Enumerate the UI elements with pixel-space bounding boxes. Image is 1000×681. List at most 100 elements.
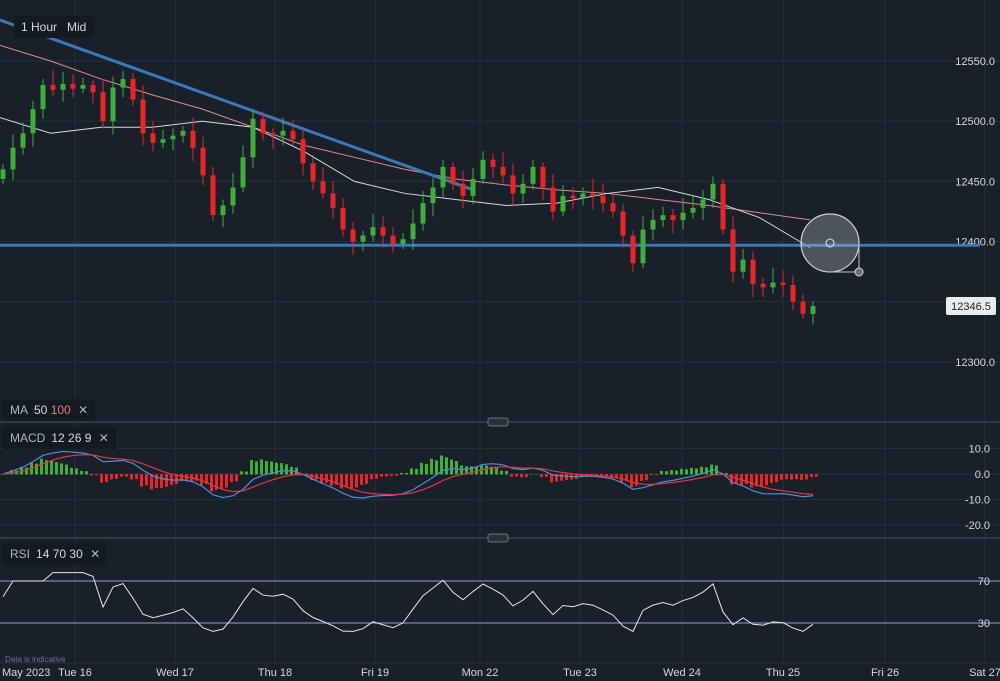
macd-histogram-bar: [285, 464, 288, 475]
candle: [100, 92, 106, 122]
macd-histogram-bar: [755, 474, 758, 487]
macd-histogram-bar: [505, 470, 508, 475]
macd-histogram-bar: [420, 462, 423, 475]
macd-histogram-bar: [160, 474, 163, 489]
time-tick-label: Tue 16: [58, 667, 92, 679]
macd-histogram-bar: [35, 463, 38, 475]
macd-histogram-bar: [635, 474, 638, 486]
macd-histogram-bar: [620, 474, 623, 483]
macd-histogram-bar: [660, 470, 663, 475]
candle: [580, 193, 586, 199]
macd-histogram-bar: [270, 461, 273, 475]
interval-selector[interactable]: 1 Hour: [14, 16, 65, 38]
time-tick-label: Fri 19: [361, 667, 389, 679]
macd-tick-label: 10.0: [969, 444, 990, 456]
macd-histogram-bar: [365, 474, 368, 484]
time-tick-label: May 2023: [2, 667, 50, 679]
time-tick-label: Thu 18: [258, 667, 292, 679]
candle: [210, 175, 216, 216]
close-icon[interactable]: ✕: [98, 431, 109, 445]
macd-histogram-bar: [405, 472, 408, 475]
macd-histogram-bar: [715, 465, 718, 475]
macd-histogram-bar: [745, 474, 748, 485]
macd-histogram-bar: [210, 474, 213, 492]
macd-histogram-bar: [195, 474, 198, 481]
macd-histogram-bar: [650, 474, 653, 476]
macd-histogram-bar: [250, 459, 253, 475]
candle: [620, 211, 626, 236]
macd-histogram-bar: [390, 474, 393, 476]
price-type-selector[interactable]: Mid: [60, 16, 94, 38]
macd-histogram-bar: [550, 474, 553, 483]
macd-histogram-bar: [5, 474, 8, 475]
candle: [520, 183, 526, 194]
price-tick-label: 12300.0: [955, 357, 995, 369]
candle: [10, 147, 16, 170]
macd-histogram-bar: [525, 474, 528, 478]
macd-histogram-bar: [395, 474, 398, 476]
macd-tick-label: 0.0: [975, 469, 990, 481]
macd-histogram-bar: [500, 470, 503, 475]
candle: [160, 139, 166, 143]
macd-histogram-bar: [695, 468, 698, 475]
macd-histogram-bar: [260, 459, 263, 475]
disclaimer: Data is indicative: [5, 655, 66, 664]
macd-histogram-bar: [10, 470, 13, 475]
macd-histogram-bar: [155, 474, 158, 489]
candle: [20, 133, 26, 148]
candle: [370, 227, 376, 236]
rsi-label: RSI: [10, 547, 31, 561]
candle: [280, 130, 286, 136]
macd-histogram-bar: [725, 473, 728, 475]
time-tick-label: Tue 23: [563, 667, 597, 679]
close-icon[interactable]: ✕: [90, 547, 101, 561]
candle: [480, 159, 486, 179]
candle: [230, 187, 236, 206]
macd-histogram-bar: [85, 471, 88, 475]
annotation-center-handle: [825, 238, 835, 248]
macd-histogram-bar: [225, 474, 228, 488]
macd-histogram-bar: [175, 474, 178, 484]
macd-histogram-bar: [125, 474, 128, 477]
macd-histogram-bar: [305, 473, 308, 475]
candle: [780, 282, 786, 285]
signal-line: [2, 454, 814, 496]
macd-histogram-bar: [375, 474, 378, 479]
candle: [470, 178, 476, 196]
macd-histogram-bar: [670, 470, 673, 475]
annotation-resize-handle[interactable]: [854, 267, 864, 277]
rsi-line: [2, 572, 814, 633]
candle: [300, 139, 306, 164]
macd-histogram-bar: [220, 474, 223, 490]
macd-histogram-bar: [705, 467, 708, 475]
candle: [60, 83, 66, 90]
macd-indicator-chip: MACD 12 26 9 ✕: [3, 427, 116, 449]
macd-histogram-bar: [110, 474, 113, 480]
macd-histogram-bar: [265, 460, 268, 475]
macd-histogram-bar: [415, 468, 418, 475]
macd-histogram-bar: [520, 474, 523, 478]
candle: [80, 85, 86, 89]
candle: [660, 215, 666, 220]
macd-tick-label: -20.0: [965, 520, 990, 532]
macd-histogram-bar: [495, 467, 498, 475]
macd-histogram-bar: [790, 474, 793, 480]
macd-histogram-bar: [510, 474, 513, 477]
candle: [570, 195, 576, 199]
macd-histogram-bar: [180, 474, 183, 482]
macd-histogram-bar: [540, 474, 543, 478]
close-icon[interactable]: ✕: [78, 403, 89, 417]
candle: [70, 83, 76, 89]
macd-histogram-bar: [785, 474, 788, 480]
candle: [460, 183, 466, 196]
macd-histogram-bar: [360, 474, 363, 485]
candle: [220, 205, 226, 216]
resize-handle-icon[interactable]: [487, 417, 509, 427]
macd-histogram-bar: [645, 474, 648, 481]
resize-handle-icon[interactable]: [487, 533, 509, 543]
last-price-badge: [946, 297, 996, 316]
candle: [150, 133, 156, 143]
macd-histogram-bar: [605, 474, 608, 477]
macd-histogram-bar: [335, 474, 338, 485]
